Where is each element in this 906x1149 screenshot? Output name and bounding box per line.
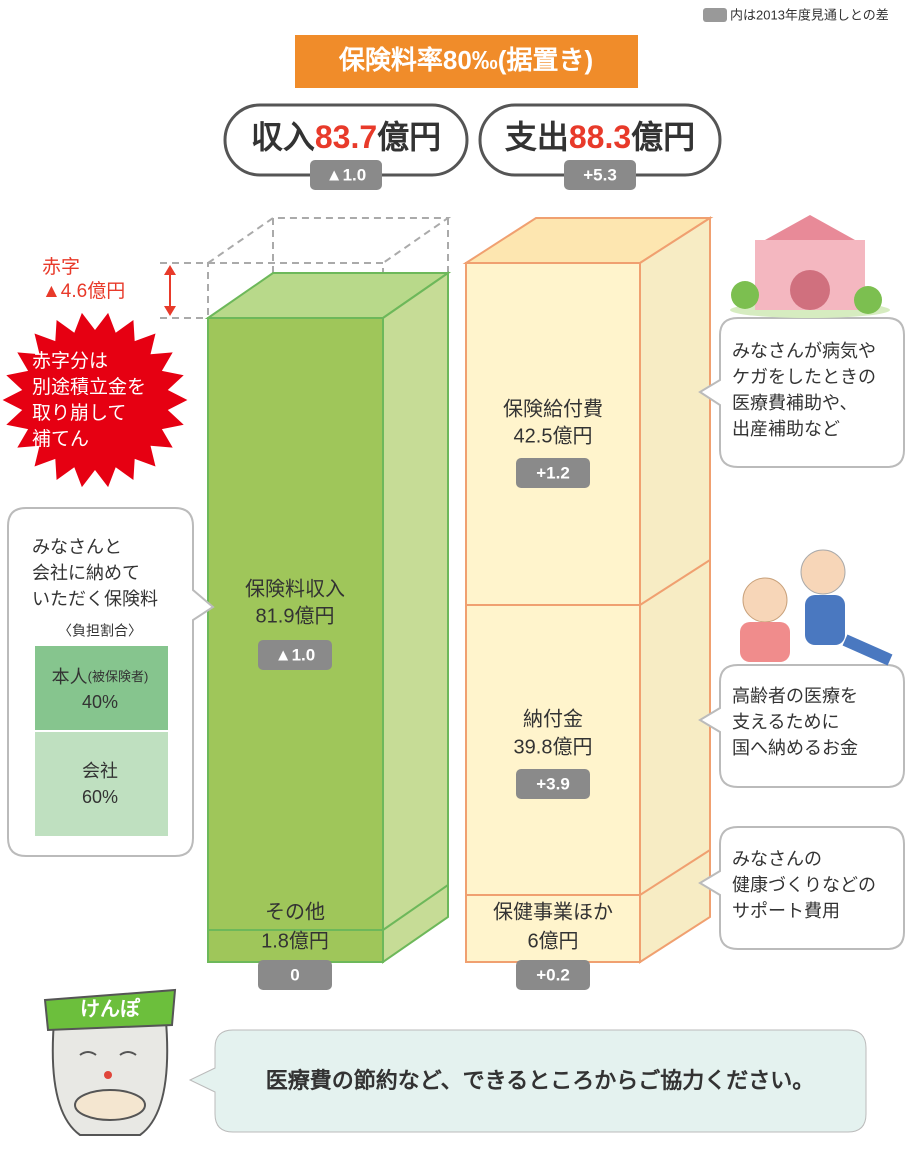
hospital-illustration [730,215,890,318]
income-diff-badge [310,160,382,190]
item-amount: 39.8億円 [514,735,593,758]
item-amount: 1.8億円 [261,929,329,952]
title: 保険料率80‰(据置き) [338,45,593,75]
note-line: みなさんの [732,849,822,869]
item-diff: +3.9 [536,774,570,793]
expense-diff: +5.3 [583,165,617,184]
message: 医療費の節約など、できるところからご協力ください。 [266,1068,814,1093]
income-side [382,271,449,964]
expense-front [465,262,641,963]
item-diff: 0 [290,965,299,984]
message-bubble [188,1029,867,1133]
expense-total: 支出88.3億円 [505,119,695,155]
diff-badge [258,960,332,990]
item-amount: 81.9億円 [256,604,335,627]
note-line: 取り崩して [32,402,126,424]
item-diff: ▲1.0 [275,645,315,664]
starburst [2,312,188,488]
legend-swatch [703,8,727,22]
divider [639,559,711,606]
divider [639,849,711,896]
diff-badge [516,458,590,488]
mascot-illustration [43,988,177,1136]
share-row [35,732,168,836]
mascot-label: けんぽ [80,996,141,1020]
expense-diff-badge [564,160,636,190]
note-line: ケガをしたときの [732,367,876,387]
note-line: 健康づくりなどの [732,875,876,895]
income-total: 収入83.7億円 [251,119,441,155]
share-value: 40% [82,692,118,712]
item-amount: 42.5億円 [514,424,593,447]
divider [382,884,449,931]
income-diff: ▲1.0 [326,165,366,184]
deficit-amount: ▲4.6億円 [42,280,125,302]
note-line: 赤字分は [32,350,108,372]
note-line: 高齢者の医療を [732,686,858,706]
title-banner [295,35,638,88]
share-label: 会社 [82,761,118,781]
diff-badge [516,960,590,990]
arrow-head [164,265,176,275]
item-label: 保険給付費 [503,397,603,420]
note-line: 出産補助など [732,419,840,439]
note-line: 医療費補助や、 [732,393,857,413]
item-diff: +0.2 [536,965,570,984]
item-amount: 6億円 [527,929,578,952]
note-line: 支えるために [732,712,839,732]
callout [698,826,905,950]
item-diff: +1.2 [536,463,570,482]
note-line: みなさんと [32,537,122,557]
note-line: いただく保険料 [32,589,158,609]
share-value: 60% [82,787,118,807]
share-label: 本人(被保険者) [52,667,149,687]
expense-side [639,216,711,964]
note-line: サポート費用 [732,901,840,921]
elderly-illustration [740,549,893,666]
callout [698,664,905,788]
diff-badge [258,640,332,670]
item-label: 保健事業ほか [493,900,613,923]
item-label: 保険料収入 [245,577,345,600]
note-line: 別途積立金を [32,376,146,398]
callout [698,317,905,468]
deficit-note: 赤字分は 別途積立金を 取り崩して 補てん [32,350,146,450]
item-label: 納付金 [523,707,583,730]
deficit-label: 赤字 [42,256,80,278]
note-line: 会社に納めて [32,563,140,583]
note-line: 国へ納めるお金 [732,738,858,758]
note-line: みなさんが病気や [732,341,876,361]
note-line: 補てん [32,428,89,450]
item-label: その他 [265,900,325,923]
legend-note: 内は2013年度見通しとの差 [730,7,889,22]
share-row [35,646,168,730]
diff-badge [516,769,590,799]
share-title: 〈負担割合〉 [58,623,142,639]
arrow-head [164,306,176,316]
